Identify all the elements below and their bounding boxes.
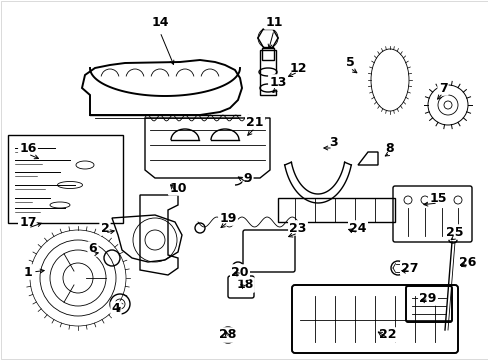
Text: 13: 13 [269,76,286,89]
Text: 9: 9 [243,171,252,184]
Text: 8: 8 [385,141,393,154]
Text: 19: 19 [219,211,236,225]
Text: 12: 12 [289,62,306,75]
Text: 28: 28 [219,328,236,342]
Text: 20: 20 [231,266,248,279]
Text: 5: 5 [345,55,354,68]
Text: 10: 10 [169,181,186,194]
Text: 24: 24 [348,221,366,234]
Text: 29: 29 [418,292,436,305]
Bar [260,50,275,95]
Text: 2: 2 [101,221,109,234]
Text: 23: 23 [289,221,306,234]
Text: 1: 1 [23,266,32,279]
Text: 11: 11 [264,15,282,28]
Text: 18: 18 [236,279,253,292]
Text: 25: 25 [446,225,463,238]
Bar [262,48,273,60]
Text: 14: 14 [151,15,168,28]
Text: 7: 7 [438,81,447,94]
Text: 21: 21 [246,116,263,129]
Text: 17: 17 [19,216,37,229]
Text: 15: 15 [428,192,446,204]
Text: 6: 6 [88,243,97,256]
Text: 16: 16 [19,141,37,154]
Text: 27: 27 [401,261,418,274]
Text: 26: 26 [458,256,476,269]
Text: 22: 22 [379,328,396,342]
Text: 4: 4 [111,302,120,315]
Text: 3: 3 [328,135,337,148]
Bar [8,135,123,223]
